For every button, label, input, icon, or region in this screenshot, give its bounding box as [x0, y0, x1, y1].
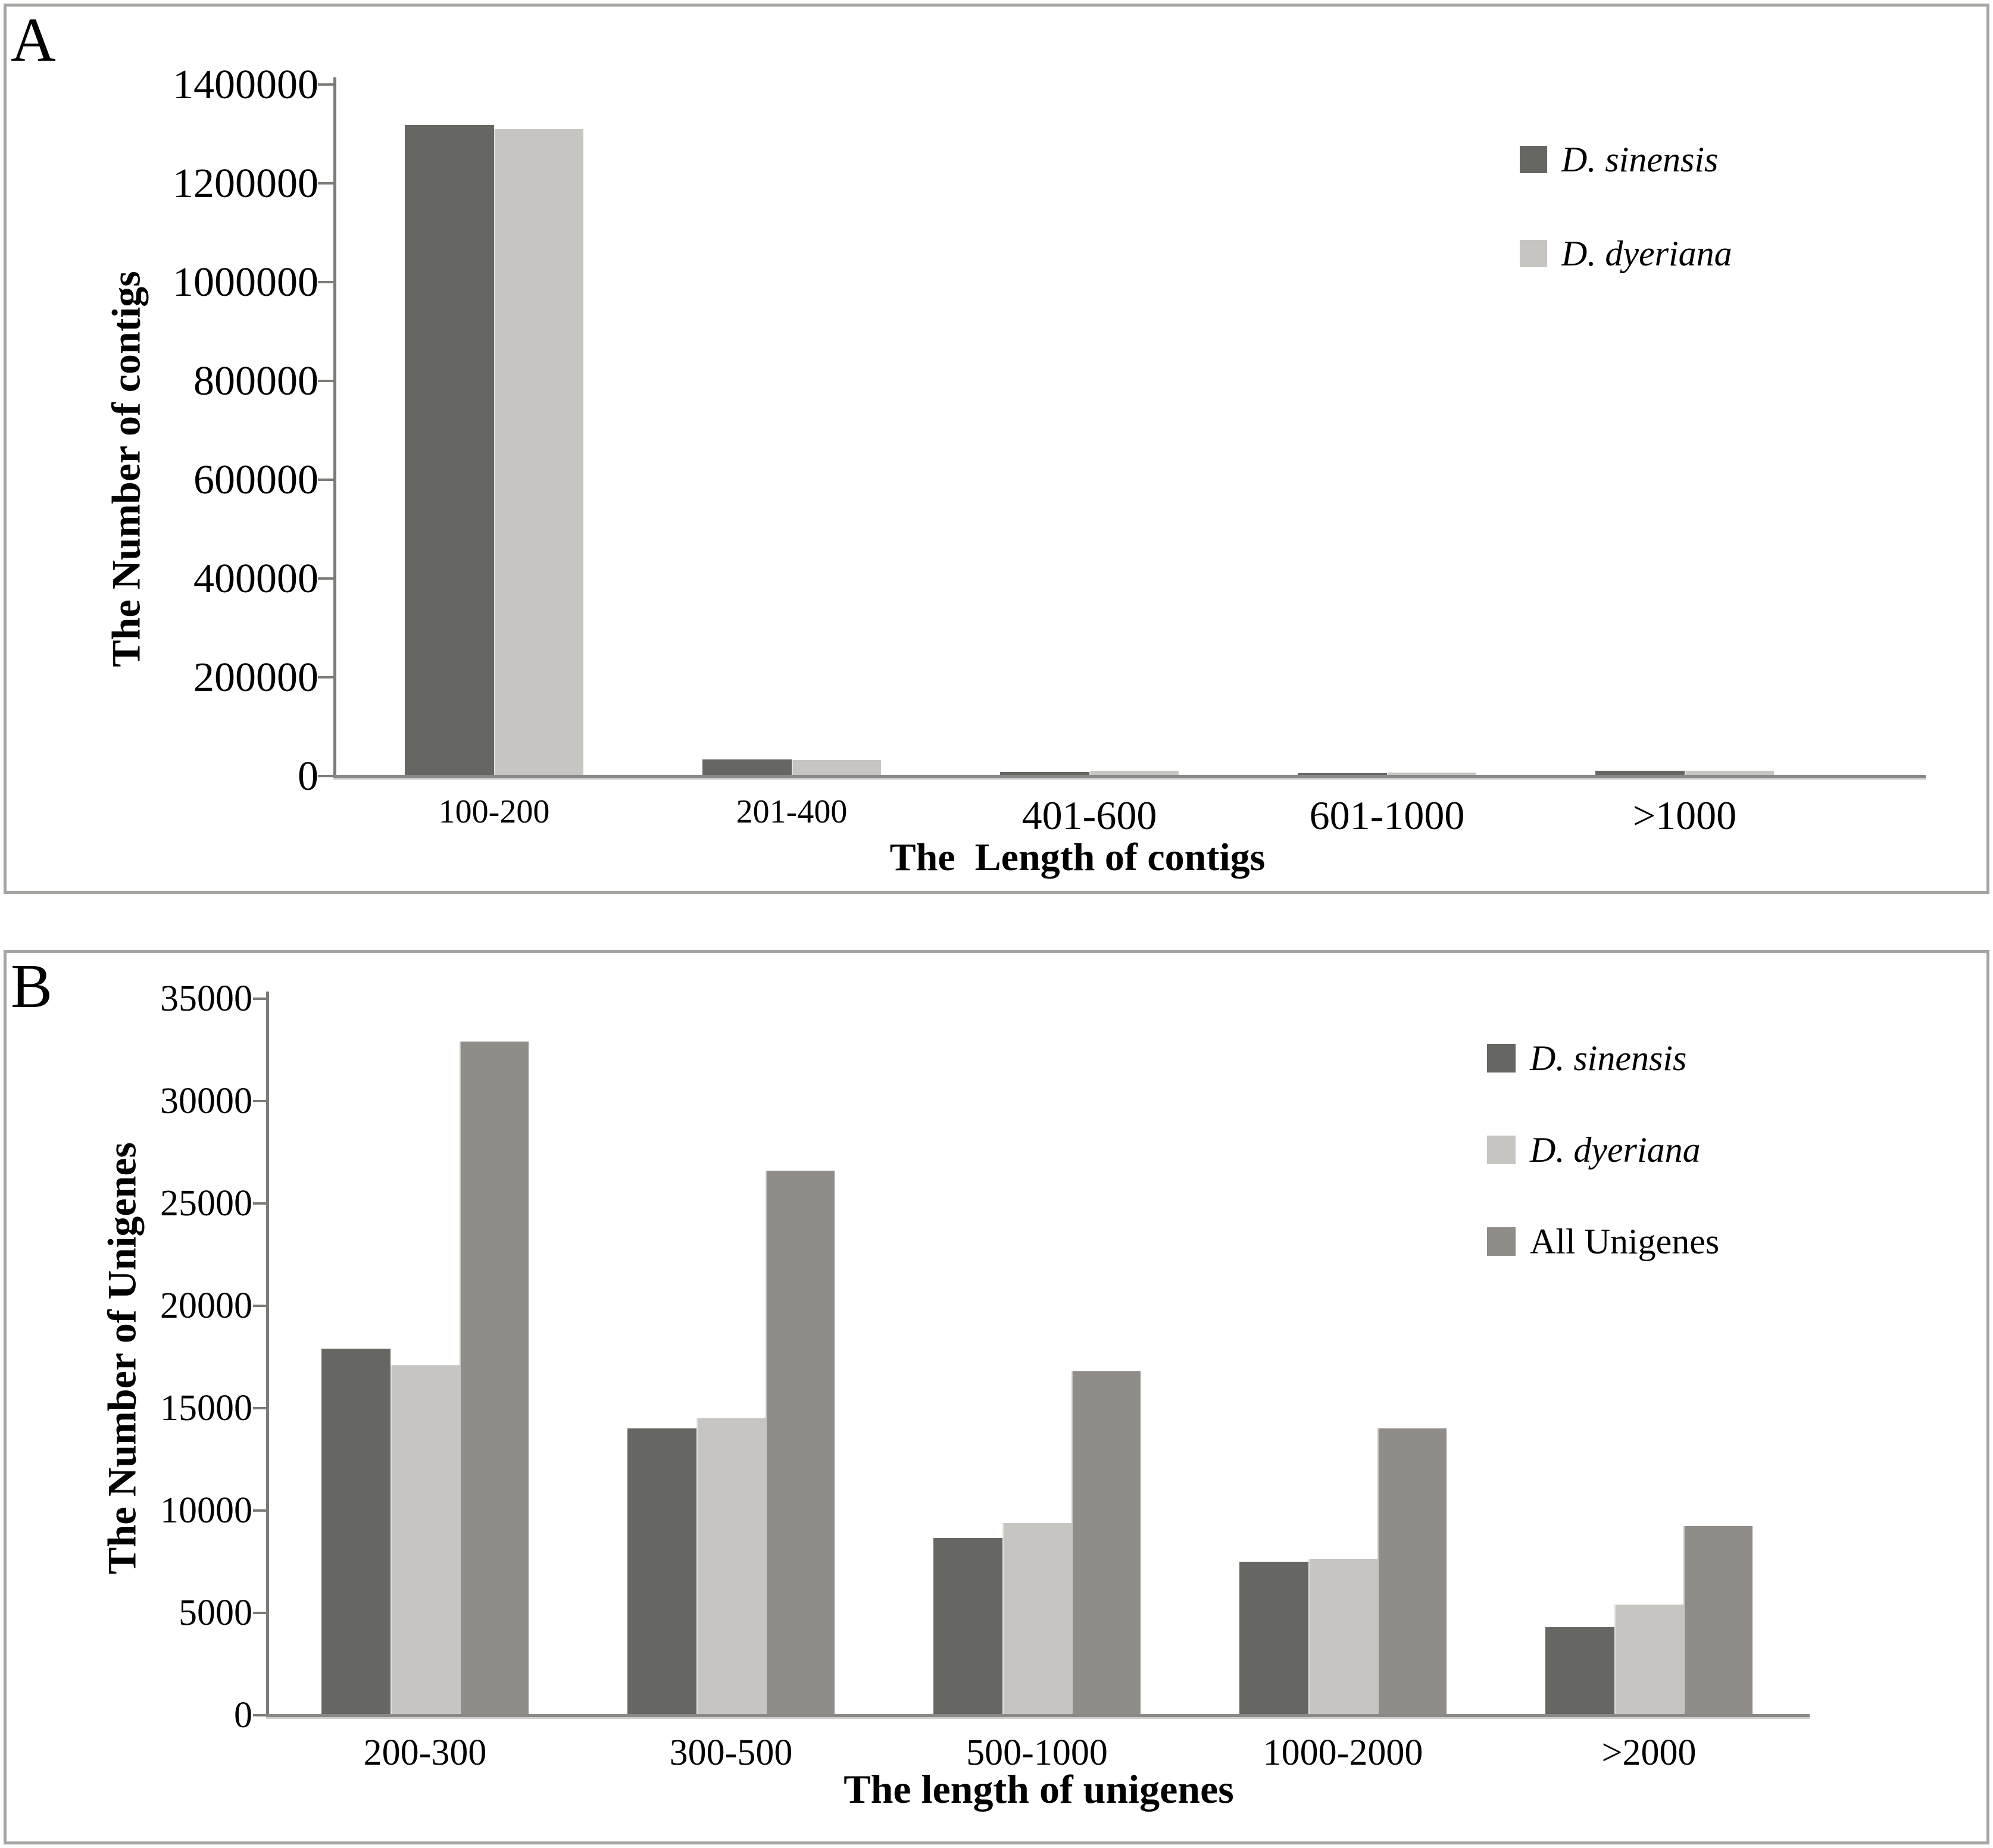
category-label: 401-600: [1022, 793, 1157, 838]
y-tick-label: 800000: [193, 358, 318, 404]
y-tick-mark: [318, 775, 333, 777]
bar: [1387, 773, 1476, 776]
category-label: 100-200: [438, 793, 550, 830]
y-tick-mark: [318, 676, 333, 678]
legend-swatch: [1487, 1227, 1516, 1256]
bar: [405, 125, 494, 776]
y-tick-label: 0: [298, 753, 318, 799]
x-baseline: [266, 1714, 1810, 1717]
y-tick-mark: [253, 1100, 266, 1102]
panel-b-y-axis-title: The Number of Unigenes: [99, 1142, 145, 1574]
category-label: 500-1000: [966, 1733, 1108, 1773]
bar: [1089, 771, 1179, 776]
legend-label: D. sinensis: [1530, 1039, 1687, 1078]
category-label: >1000: [1632, 793, 1737, 838]
category-label: 300-500: [669, 1733, 793, 1773]
y-axis-line: [333, 77, 336, 777]
legend-label: D. dyeriana: [1530, 1130, 1701, 1170]
bar: [460, 1042, 529, 1715]
legend-label: D. sinensis: [1561, 140, 1719, 179]
y-tick-mark: [253, 1714, 266, 1716]
legend-item: D. sinensis: [1487, 1040, 1686, 1076]
bar: [494, 129, 583, 776]
y-tick-mark: [253, 1305, 266, 1307]
y-tick-label: 35000: [160, 978, 252, 1019]
category-label: 1000-2000: [1263, 1733, 1423, 1773]
y-tick-label: 20000: [160, 1285, 252, 1326]
bar: [1683, 1526, 1753, 1715]
bar: [933, 1538, 1002, 1715]
y-tick-mark: [318, 479, 333, 481]
x-baseline: [333, 775, 1926, 778]
y-tick-label: 400000: [193, 555, 318, 602]
y-tick-label: 600000: [193, 456, 318, 503]
legend-label: D. dyeriana: [1561, 234, 1732, 273]
bar: [1308, 1559, 1377, 1715]
y-tick-label: 200000: [193, 654, 318, 701]
panel-a-y-axis-title: The Number of contigs: [103, 271, 149, 667]
bar: [696, 1418, 766, 1715]
legend-item: All Unigenes: [1487, 1224, 1719, 1259]
y-tick-mark: [253, 1202, 266, 1205]
legend-swatch: [1487, 1136, 1516, 1164]
y-tick-label: 10000: [160, 1490, 252, 1531]
y-tick-mark: [318, 577, 333, 580]
bar: [1595, 771, 1685, 776]
y-tick-mark: [253, 1509, 266, 1512]
y-tick-mark: [318, 380, 333, 382]
bar: [1002, 1523, 1072, 1715]
legend-item: D. sinensis: [1520, 142, 1718, 177]
y-tick-mark: [253, 998, 266, 1000]
legend-item: D. dyeriana: [1520, 236, 1732, 271]
bar: [627, 1428, 696, 1715]
y-tick-label: 0: [234, 1694, 252, 1736]
bar: [1239, 1562, 1308, 1715]
bar: [1298, 773, 1387, 776]
bar: [702, 759, 792, 776]
y-tick-mark: [318, 281, 333, 283]
bar: [1072, 1371, 1141, 1715]
panel-a-x-axis-title: The Length of contigs: [889, 836, 1266, 879]
bar: [1000, 772, 1089, 776]
bar: [766, 1171, 835, 1715]
category-label: >2000: [1601, 1733, 1697, 1773]
y-tick-mark: [318, 83, 333, 86]
y-tick-mark: [253, 1407, 266, 1409]
y-tick-label: 5000: [179, 1592, 252, 1633]
category-label: 201-400: [736, 793, 848, 830]
category-label: 200-300: [363, 1733, 487, 1773]
y-tick-label: 25000: [160, 1183, 252, 1224]
bar: [1685, 771, 1774, 776]
bar: [1545, 1627, 1614, 1715]
legend-label: All Unigenes: [1530, 1222, 1720, 1261]
category-label: 601-1000: [1309, 793, 1465, 838]
panel-b-letter: B: [11, 951, 53, 1021]
y-tick-label: 15000: [160, 1387, 252, 1428]
panel-a-letter: A: [11, 5, 56, 74]
y-tick-mark: [253, 1612, 266, 1614]
panel-b-x-axis-title: The length of unigenes: [844, 1766, 1234, 1812]
legend-swatch: [1520, 146, 1547, 173]
bar: [391, 1365, 460, 1715]
bar: [321, 1349, 391, 1715]
y-tick-label: 1000000: [173, 259, 318, 305]
legend-swatch: [1520, 240, 1547, 267]
bar: [1377, 1428, 1447, 1715]
y-tick-mark: [318, 182, 333, 185]
bar: [1614, 1605, 1683, 1715]
y-tick-label: 1400000: [173, 61, 318, 108]
legend-swatch: [1487, 1044, 1516, 1072]
bar: [792, 760, 881, 776]
y-axis-line: [266, 992, 269, 1716]
legend-item: D. dyeriana: [1487, 1132, 1701, 1168]
y-tick-label: 1200000: [173, 160, 318, 207]
y-tick-label: 30000: [160, 1080, 252, 1121]
